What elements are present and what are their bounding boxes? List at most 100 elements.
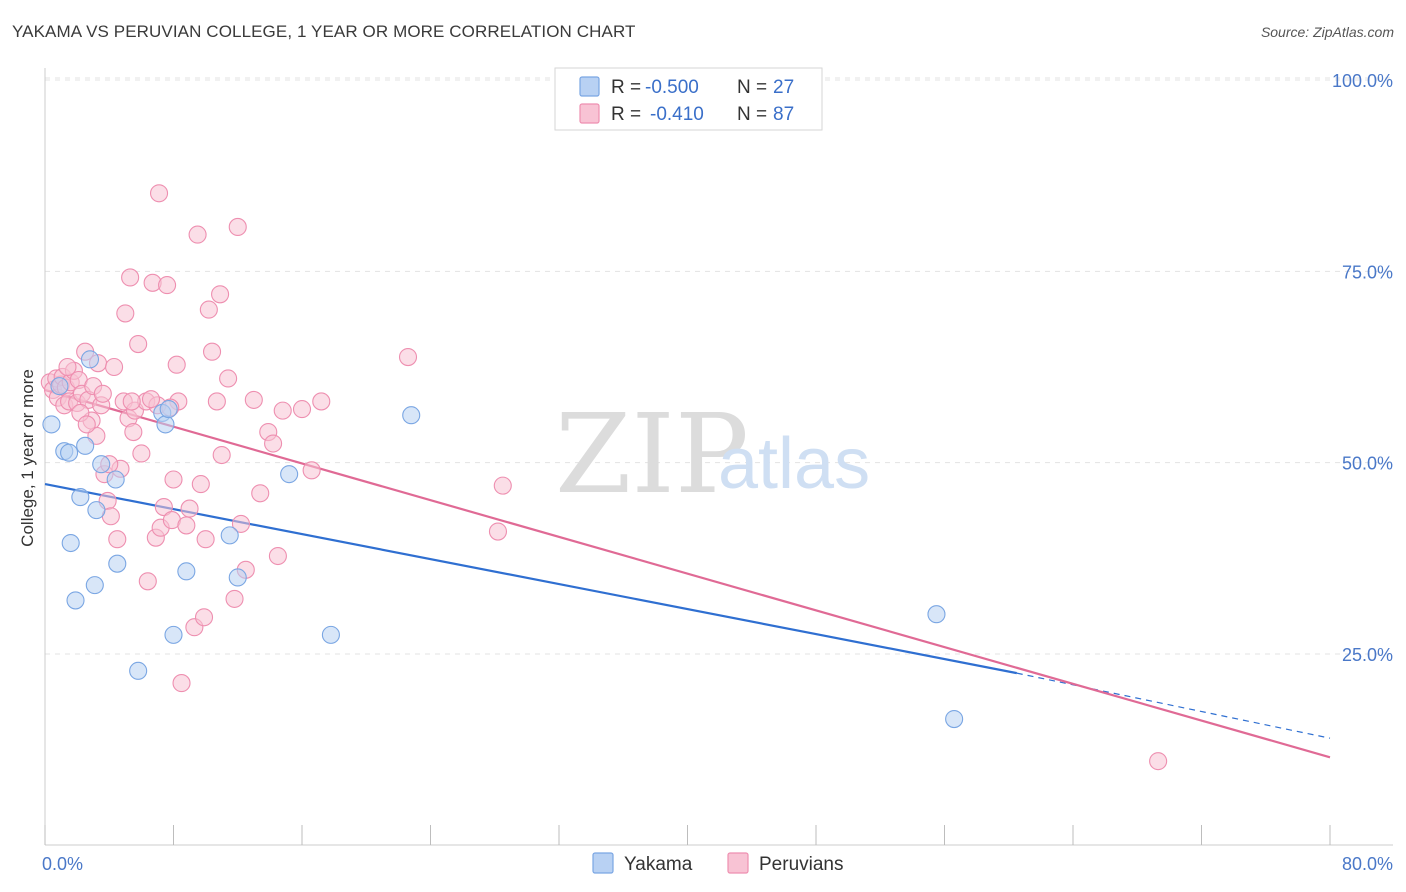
peruvian-point — [196, 530, 215, 549]
peruvian-point — [154, 498, 173, 517]
peruvian-point — [251, 484, 270, 503]
yakama-point — [80, 350, 100, 369]
legend-n-label: N = — [737, 104, 767, 125]
data-points — [40, 184, 1168, 771]
peruvian-point — [194, 608, 214, 627]
peruvian-point — [225, 589, 244, 608]
source-label: Source: ZipAtlas.com — [1260, 24, 1394, 40]
chart-title: YAKAMA VS PERUVIAN COLLEGE, 1 YEAR OR MO… — [12, 22, 636, 41]
bottom-legend-swatch-peruvians — [727, 852, 749, 874]
peruvian-point — [177, 516, 196, 535]
peruvian-point — [488, 522, 508, 541]
yakama-point — [280, 465, 299, 484]
yakama-point — [87, 501, 106, 520]
peruvian-trend-line — [44, 388, 1331, 759]
yakama-point — [106, 470, 125, 489]
yakama-point — [156, 415, 175, 434]
peruvian-point — [292, 400, 312, 419]
trend-lines — [44, 388, 1331, 759]
yakama-point — [71, 488, 90, 507]
yakama-trend-extension — [1016, 672, 1331, 739]
legend-swatch-peruvians — [579, 103, 600, 124]
peruvian-point — [231, 514, 251, 533]
watermark-zip: ZIP — [555, 390, 749, 518]
peruvian-point — [141, 390, 161, 409]
peruvian-point — [302, 461, 321, 480]
peruvian-point — [138, 572, 157, 591]
peruvian-point — [268, 546, 287, 566]
y-axis-label: College, 1 year or more — [18, 369, 37, 547]
peruvian-point — [219, 369, 238, 388]
peruvian-point — [122, 392, 141, 411]
peruvian-point — [211, 285, 230, 304]
yakama-point — [159, 400, 178, 419]
peruvian-point — [132, 444, 151, 463]
bottom-legend-label-yakama: Yakama — [624, 854, 693, 875]
peruvian-point — [312, 392, 331, 411]
yakama-point — [927, 605, 946, 624]
yakama-trend-line — [44, 483, 1017, 675]
legend-n-value-yakama: 27 — [773, 77, 794, 98]
yakama-point — [164, 625, 183, 644]
peruvian-point — [116, 304, 135, 323]
peruvian-point — [58, 357, 77, 377]
peruvian-point — [1149, 752, 1168, 771]
y-tick-label: 100.0% — [1332, 71, 1393, 91]
legend: R = -0.500 N = 27 R = -0.410 N = 87 — [554, 67, 823, 131]
peruvian-point — [264, 434, 283, 453]
yakama-point — [61, 533, 80, 553]
yakama-point — [220, 526, 239, 545]
axes — [44, 68, 1393, 846]
legend-swatch-yakama — [579, 76, 600, 97]
yakama-point — [60, 443, 79, 462]
peruvian-point — [493, 476, 512, 495]
yakama-point — [108, 554, 127, 573]
peruvian-point — [129, 334, 148, 354]
peruvian-point — [212, 445, 231, 465]
peruvian-point — [172, 674, 191, 693]
yakama-point — [945, 710, 964, 729]
peruvian-point — [191, 475, 210, 494]
yakama-point — [228, 568, 247, 587]
peruvian-point — [164, 470, 183, 489]
peruvian-point — [121, 268, 140, 287]
yakama-point — [177, 562, 196, 581]
peruvian-point — [158, 276, 177, 295]
peruvian-point — [207, 392, 226, 411]
legend-r-label: R = — [611, 104, 641, 125]
x-tick-label-end: 80.0% — [1342, 854, 1393, 874]
tick-labels: 25.0% 50.0% 75.0% 100.0% 0.0% 80.0% — [42, 71, 1393, 874]
peruvian-point — [77, 415, 96, 434]
peruvian-point — [398, 348, 418, 367]
peruvian-point — [273, 401, 292, 420]
bottom-legend-label-peruvians: Peruvians — [759, 854, 844, 875]
peruvian-point — [199, 300, 218, 319]
yakama-point — [92, 455, 111, 474]
yakama-point — [76, 436, 95, 455]
y-tick-label: 50.0% — [1342, 454, 1393, 474]
peruvian-point — [124, 423, 143, 442]
legend-n-value-peruvians: 87 — [773, 104, 794, 125]
yakama-point — [66, 591, 85, 610]
peruvian-point — [188, 225, 207, 244]
peruvian-point — [167, 355, 186, 374]
peruvian-point — [149, 184, 169, 203]
peruvian-point — [105, 357, 124, 377]
legend-n-label: N = — [737, 77, 767, 98]
watermark-atlas: atlas — [718, 424, 870, 504]
peruvian-point — [244, 390, 263, 409]
peruvian-point — [203, 342, 222, 361]
yakama-point — [85, 576, 104, 595]
yakama-point — [402, 406, 421, 425]
y-tick-label: 75.0% — [1342, 262, 1393, 282]
x-tick-label-start: 0.0% — [42, 854, 83, 874]
legend-r-label: R = — [611, 77, 641, 98]
peruvian-point — [228, 217, 247, 236]
bottom-legend: Yakama Peruvians — [592, 852, 844, 875]
yakama-point — [50, 377, 69, 396]
legend-r-value-yakama: -0.500 — [645, 77, 699, 98]
yakama-point — [321, 625, 340, 644]
peruvian-point — [108, 530, 127, 549]
watermark: ZIP atlas — [555, 390, 870, 518]
legend-r-value-peruvians: -0.410 — [650, 104, 704, 125]
